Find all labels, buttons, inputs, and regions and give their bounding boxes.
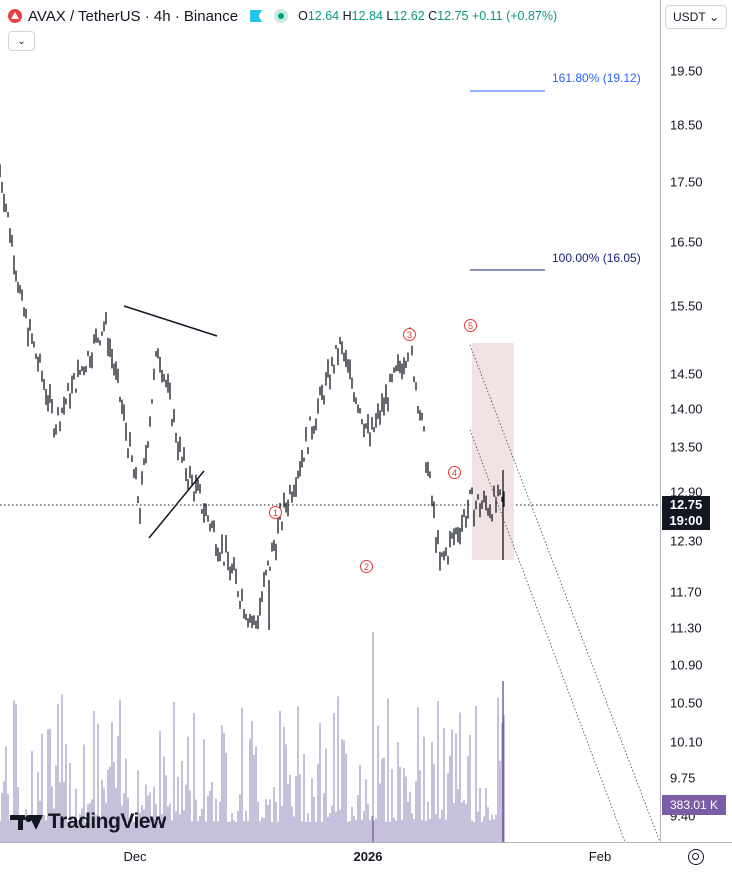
- close-value: 12.75: [437, 9, 469, 23]
- price-chart[interactable]: [0, 0, 660, 842]
- price-tick: 11.70: [670, 584, 702, 600]
- currency-value: USDT: [673, 10, 706, 24]
- market-open-icon: [274, 9, 289, 23]
- price-axis[interactable]: [660, 0, 732, 842]
- price-tick: 11.30: [670, 620, 702, 636]
- avax-logo-icon: [8, 9, 22, 23]
- low-value: 12.62: [393, 9, 425, 23]
- price-tick: 10.50: [670, 695, 703, 711]
- volume-label: 383.01 K: [662, 795, 726, 815]
- tradingview-logo[interactable]: TradingView: [10, 810, 166, 834]
- time-axis[interactable]: [0, 842, 732, 872]
- price-tick: 12.30: [670, 533, 703, 549]
- wave-5-marker[interactable]: 5: [464, 319, 477, 332]
- symbol-title[interactable]: AVAX / TetherUS · 4h · Binance: [28, 7, 239, 25]
- trendline-upper: [123, 305, 218, 337]
- price-tick: 15.50: [670, 298, 703, 314]
- tradingview-icon: [10, 813, 43, 831]
- price-tick: 14.00: [670, 401, 703, 417]
- price-tick: 16.50: [670, 234, 703, 250]
- settings-icon[interactable]: [688, 849, 704, 865]
- flag-icon[interactable]: [250, 10, 263, 22]
- collapse-legend-button[interactable]: ⌄: [8, 31, 35, 51]
- open-value: 12.64: [307, 9, 340, 23]
- price-tick: 18.50: [670, 117, 703, 133]
- last-price-value: 12.75: [669, 497, 703, 512]
- price-tick: 12.90: [670, 484, 703, 500]
- last-price-label: 12.75 19:00: [662, 496, 710, 530]
- trendline-lower: [148, 470, 205, 539]
- price-tick: 14.50: [670, 366, 703, 382]
- fib-100-label: 100.00% (16.05): [552, 251, 641, 265]
- tradingview-wordmark: TradingView: [48, 810, 166, 833]
- time-label: Dec: [123, 849, 147, 864]
- bar-countdown: 19:00: [669, 513, 703, 528]
- change-value: +0.11 (+0.87%): [471, 9, 558, 23]
- wave-2-marker[interactable]: 2: [360, 560, 373, 573]
- price-tick: 9.75: [670, 770, 696, 786]
- channel-line-upper: [469, 344, 660, 842]
- time-label: 2026: [353, 849, 383, 864]
- volume-bars: [0, 632, 505, 842]
- chevron-down-icon: ⌄: [708, 10, 719, 24]
- price-tick: 17.50: [670, 174, 703, 190]
- price-tick: 10.90: [670, 657, 703, 673]
- highlight-box: [472, 343, 514, 560]
- high-value: 12.84: [351, 9, 383, 23]
- fib-161-label: 161.80% (19.12): [552, 71, 641, 85]
- chart-header: AVAX / TetherUS · 4h · Binance O12.64 H1…: [0, 0, 660, 32]
- wave-1-marker[interactable]: 1: [269, 506, 282, 519]
- price-tick: 10.10: [670, 734, 703, 750]
- wave-3-marker[interactable]: 3: [403, 328, 416, 341]
- currency-selector[interactable]: USDT ⌄: [665, 5, 727, 29]
- chevron-down-icon: ⌄: [17, 35, 26, 47]
- wave-4-marker[interactable]: 4: [448, 466, 461, 479]
- price-bars: [0, 164, 505, 630]
- price-tick: 13.50: [670, 439, 703, 455]
- ohlc-values: O12.64 H12.84 L12.62 C12.75 +0.11 (+0.87…: [298, 9, 558, 23]
- price-tick: 19.50: [670, 63, 703, 79]
- channel-line-lower: [469, 429, 626, 842]
- time-label: Feb: [588, 849, 612, 864]
